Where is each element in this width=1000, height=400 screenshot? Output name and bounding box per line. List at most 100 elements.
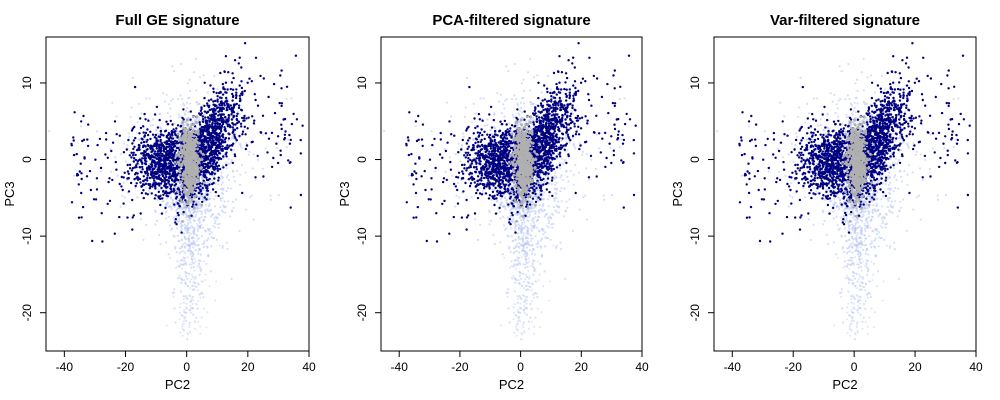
background-point — [445, 101, 448, 104]
background-point — [202, 219, 205, 222]
highlight-point — [232, 111, 236, 114]
highlight-point — [197, 197, 201, 200]
background-point — [515, 259, 518, 262]
highlight-point — [158, 154, 161, 157]
core-point — [195, 115, 199, 119]
background-point — [568, 198, 571, 201]
highlight-point — [104, 131, 108, 135]
background-point — [207, 255, 210, 258]
highlight-point — [175, 146, 179, 150]
background-point — [189, 300, 192, 303]
background-point — [176, 199, 179, 203]
background-point — [172, 234, 175, 237]
highlight-point — [165, 120, 168, 123]
background-point — [564, 209, 567, 212]
highlight-point — [155, 145, 158, 148]
highlight-point — [144, 192, 148, 195]
highlight-point — [141, 165, 144, 169]
highlight-point — [95, 177, 99, 180]
highlight-point — [88, 169, 92, 173]
background-point — [199, 259, 202, 263]
core-point — [184, 165, 188, 169]
background-point — [188, 208, 191, 211]
background-point — [548, 215, 551, 218]
background-point — [206, 209, 209, 212]
background-point — [610, 194, 614, 197]
highlight-point — [177, 213, 180, 217]
highlight-point — [243, 125, 246, 128]
core-point — [183, 143, 187, 147]
highlight-point — [280, 87, 283, 90]
background-point — [498, 100, 501, 103]
highlight-point — [217, 126, 221, 129]
background-point — [213, 226, 217, 229]
highlight-point — [141, 152, 144, 155]
highlight-point — [155, 177, 159, 180]
background-point — [203, 229, 207, 232]
background-point — [188, 272, 191, 275]
background-point — [287, 138, 290, 141]
background-point — [572, 173, 575, 176]
highlight-point — [139, 117, 142, 120]
background-point — [157, 141, 161, 144]
highlight-point — [237, 120, 240, 123]
highlight-point — [225, 106, 228, 110]
highlight-point — [205, 171, 208, 174]
background-point — [210, 168, 213, 171]
highlight-point — [200, 170, 203, 174]
background-point — [231, 136, 234, 139]
background-point — [190, 273, 193, 276]
background-point — [158, 112, 161, 115]
background-point — [198, 248, 201, 251]
background-point — [138, 138, 141, 141]
background-point — [114, 156, 117, 159]
background-point — [184, 251, 187, 254]
background-point — [221, 192, 224, 196]
background-point — [206, 246, 209, 249]
highlight-point — [209, 141, 213, 144]
highlight-point — [167, 181, 170, 184]
highlight-point — [154, 194, 157, 197]
highlight-point — [241, 116, 244, 120]
highlight-point — [142, 175, 145, 178]
background-point — [188, 239, 191, 242]
background-point — [193, 285, 196, 288]
background-point — [197, 184, 200, 188]
highlight-point — [144, 156, 147, 159]
background-point — [554, 183, 557, 186]
highlight-point — [122, 176, 125, 179]
highlight-point — [284, 130, 287, 133]
background-point — [184, 315, 187, 318]
background-point — [183, 281, 186, 284]
core-point — [180, 148, 183, 152]
highlight-point — [145, 140, 148, 143]
background-point — [189, 102, 192, 105]
background-point — [186, 277, 189, 280]
highlight-point — [207, 142, 210, 146]
highlight-point — [270, 131, 274, 135]
highlight-point — [133, 125, 136, 129]
highlight-point — [231, 72, 234, 75]
highlight-point — [133, 173, 137, 176]
highlight-point — [216, 144, 219, 147]
background-point — [547, 222, 551, 225]
core-point — [195, 153, 198, 156]
background-point — [184, 228, 187, 231]
highlight-point — [139, 126, 143, 130]
highlight-point — [234, 96, 238, 100]
background-point — [162, 92, 165, 95]
background-point — [517, 316, 520, 320]
background-point — [72, 174, 75, 177]
background-point — [156, 219, 159, 222]
background-point — [178, 247, 181, 250]
highlight-point — [134, 153, 137, 157]
background-point — [252, 153, 255, 156]
highlight-point — [138, 166, 141, 169]
background-point — [527, 209, 530, 212]
highlight-point — [134, 158, 138, 162]
background-point — [174, 247, 177, 250]
highlight-point — [96, 143, 99, 147]
background-point — [178, 311, 181, 314]
highlight-point — [227, 114, 231, 118]
background-point — [200, 216, 203, 219]
